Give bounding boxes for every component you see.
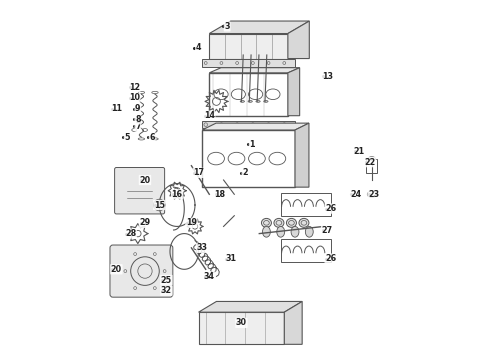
- Bar: [209, 33, 288, 59]
- Bar: [198, 312, 284, 344]
- Text: 28: 28: [125, 229, 136, 238]
- Polygon shape: [288, 21, 309, 59]
- Ellipse shape: [305, 226, 313, 237]
- Text: 26: 26: [325, 254, 336, 263]
- Text: 7: 7: [135, 122, 141, 131]
- Bar: [202, 130, 295, 187]
- Text: 10: 10: [129, 93, 140, 102]
- Text: 2: 2: [242, 168, 248, 177]
- Bar: [202, 121, 295, 128]
- Text: 33: 33: [196, 243, 208, 252]
- Text: 20: 20: [111, 265, 122, 274]
- Ellipse shape: [274, 219, 284, 227]
- Text: 9: 9: [135, 104, 141, 113]
- Ellipse shape: [299, 219, 309, 227]
- Text: 11: 11: [111, 104, 122, 113]
- Ellipse shape: [287, 219, 296, 227]
- Ellipse shape: [291, 226, 299, 237]
- Text: 12: 12: [129, 83, 140, 92]
- Text: 32: 32: [161, 286, 172, 295]
- Bar: [209, 73, 288, 116]
- Ellipse shape: [263, 226, 270, 237]
- Text: 14: 14: [204, 111, 215, 120]
- Text: 1: 1: [249, 140, 255, 149]
- Bar: [367, 158, 377, 173]
- Text: 27: 27: [321, 225, 333, 234]
- FancyBboxPatch shape: [115, 167, 165, 214]
- Text: 23: 23: [368, 190, 379, 199]
- Text: 31: 31: [225, 254, 236, 263]
- Text: 6: 6: [149, 132, 155, 141]
- Polygon shape: [284, 301, 302, 344]
- Ellipse shape: [256, 100, 260, 102]
- Text: 5: 5: [124, 132, 130, 141]
- Text: 29: 29: [140, 219, 150, 228]
- Text: 18: 18: [215, 190, 225, 199]
- Text: 25: 25: [161, 275, 172, 284]
- Text: 4: 4: [196, 43, 201, 52]
- Text: 21: 21: [354, 147, 365, 156]
- Text: 34: 34: [204, 272, 215, 281]
- Polygon shape: [202, 123, 309, 130]
- FancyBboxPatch shape: [110, 245, 173, 297]
- Ellipse shape: [277, 226, 285, 237]
- Polygon shape: [209, 68, 300, 73]
- Text: 26: 26: [325, 204, 336, 213]
- Polygon shape: [295, 123, 309, 187]
- Bar: [202, 59, 295, 67]
- Text: 8: 8: [135, 115, 141, 124]
- Text: 22: 22: [365, 158, 376, 167]
- Text: 3: 3: [224, 22, 230, 31]
- Ellipse shape: [240, 100, 245, 102]
- Polygon shape: [198, 301, 302, 312]
- Text: 30: 30: [236, 318, 247, 327]
- Text: 15: 15: [154, 201, 165, 210]
- Text: 19: 19: [186, 219, 197, 228]
- Text: 17: 17: [193, 168, 204, 177]
- Polygon shape: [288, 68, 300, 116]
- Ellipse shape: [264, 100, 268, 102]
- Text: 24: 24: [350, 190, 361, 199]
- Text: 13: 13: [321, 72, 333, 81]
- Text: 16: 16: [172, 190, 183, 199]
- Ellipse shape: [262, 219, 271, 227]
- Ellipse shape: [248, 100, 252, 102]
- Bar: [281, 193, 331, 216]
- Bar: [281, 239, 331, 262]
- Text: 20: 20: [140, 176, 150, 185]
- Polygon shape: [209, 21, 309, 33]
